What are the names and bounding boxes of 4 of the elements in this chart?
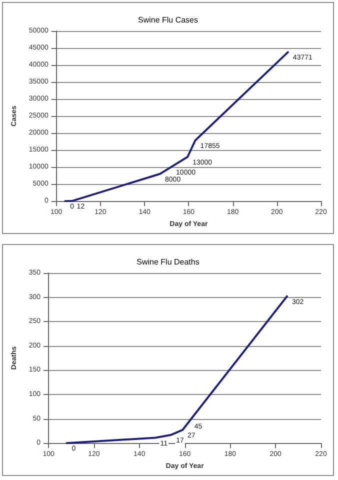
line-series (66, 295, 288, 444)
chart-title: Swine Flu Cases (138, 16, 198, 24)
chart-title: Swine Flu Deaths (136, 258, 200, 266)
line-series (64, 51, 289, 202)
